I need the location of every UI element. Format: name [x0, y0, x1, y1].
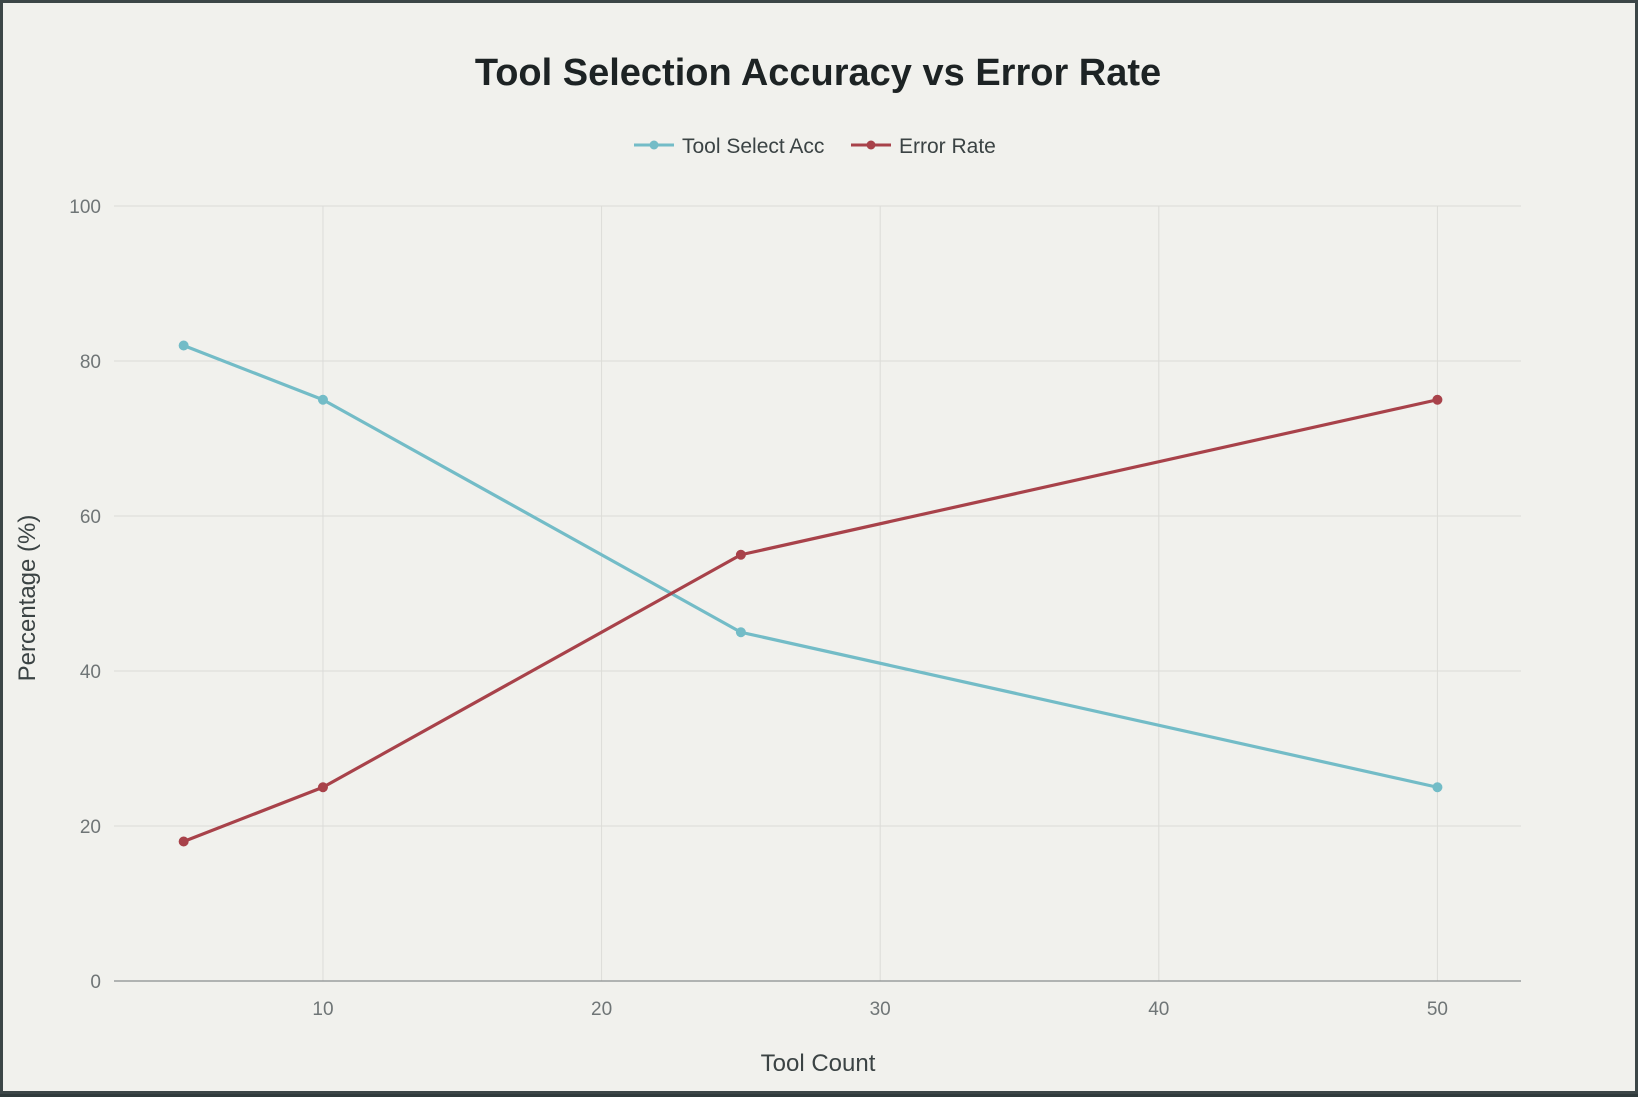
line-chart: Tool Selection Accuracy vs Error Rate To… — [14, 52, 1521, 1077]
x-tick-label: 20 — [591, 999, 612, 1020]
x-tick-label: 10 — [312, 999, 333, 1020]
data-point-err — [317, 782, 328, 793]
legend-marker-acc — [649, 140, 659, 150]
series-line-acc — [182, 343, 1440, 789]
x-axis-title: Tool Count — [761, 1050, 876, 1077]
chart-title: Tool Selection Accuracy vs Error Rate — [475, 52, 1161, 94]
y-axis-title: Percentage (%) — [14, 515, 41, 682]
data-point-err — [735, 549, 746, 560]
y-tick-label: 80 — [80, 352, 101, 373]
x-tick-label: 50 — [1427, 999, 1448, 1020]
legend-item-err: Error Rate — [851, 135, 996, 158]
legend-item-acc: Tool Select Acc — [634, 135, 824, 158]
data-point-acc — [735, 627, 746, 638]
legend-label-acc: Tool Select Acc — [682, 135, 824, 158]
y-tick-label: 20 — [80, 817, 101, 838]
x-tick-label: 40 — [1148, 999, 1169, 1020]
series — [178, 340, 1443, 847]
y-tick-label: 60 — [80, 507, 101, 528]
y-tick-label: 0 — [90, 972, 101, 993]
grid — [114, 205, 1521, 981]
legend: Tool Select Acc Error Rate — [634, 135, 996, 158]
data-point-err — [178, 836, 189, 847]
data-point-err — [1432, 394, 1443, 405]
data-point-acc — [178, 340, 189, 351]
series-line-err — [182, 398, 1440, 844]
y-tick-label: 100 — [69, 197, 101, 218]
legend-label-err: Error Rate — [899, 135, 996, 158]
y-tick-label: 40 — [80, 662, 101, 683]
legend-marker-err — [866, 140, 876, 150]
tick-labels: 0 20 40 60 80 100 10 20 30 40 50 — [69, 197, 1448, 1020]
x-tick-label: 30 — [870, 999, 891, 1020]
data-point-acc — [317, 394, 328, 405]
data-point-acc — [1432, 782, 1443, 793]
